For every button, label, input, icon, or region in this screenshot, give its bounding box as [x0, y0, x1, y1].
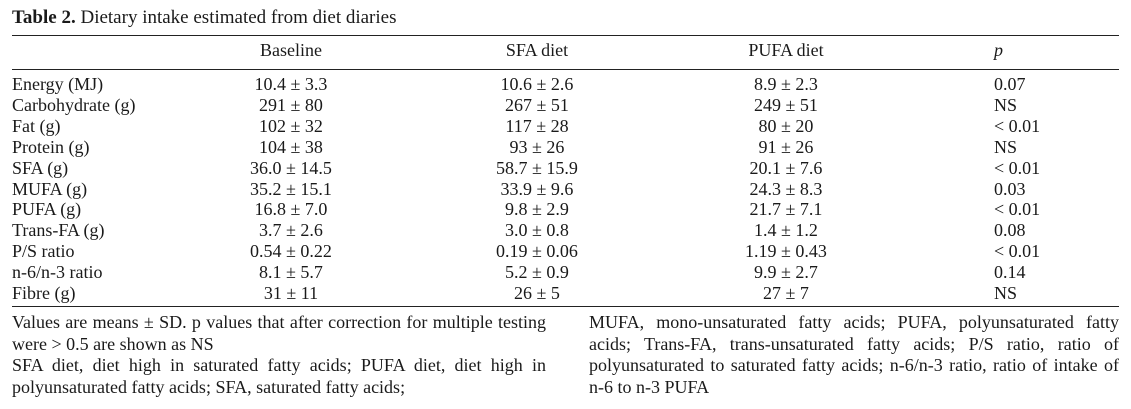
cell-baseline: 10.4 ± 3.3 — [254, 74, 328, 94]
cell-p: < 0.01 — [994, 199, 1041, 220]
header-cell-sfa-diet: SFA diet — [505, 40, 569, 60]
table-row: Fat (g) 102 ± 32 117 ± 28 80 ± 20 < 0.01 — [12, 116, 1119, 137]
row-label: Trans-FA (g) — [12, 220, 105, 241]
cell-sfa-diet: 117 ± 28 — [505, 115, 569, 136]
cell-baseline: 36.0 ± 14.5 — [250, 157, 332, 178]
cell-sfa-diet: 267 ± 51 — [505, 94, 569, 115]
table-row: Fibre (g) 31 ± 11 26 ± 5 27 ± 7 NS — [12, 283, 1119, 304]
table-row: SFA (g) 36.0 ± 14.5 58.7 ± 15.9 20.1 ± 7.6 <… — [12, 158, 1119, 179]
row-label: Protein (g) — [12, 136, 90, 157]
row-label: Fibre (g) — [12, 283, 76, 303]
table-caption: Table 2. Dietary intake estimated from d… — [12, 6, 397, 30]
header-cell-pufa-diet: PUFA diet — [748, 40, 824, 60]
table-label: Table 2. — [12, 7, 76, 28]
row-label: Fat (g) — [12, 115, 61, 136]
cell-sfa-diet: 58.7 ± 15.9 — [496, 157, 578, 178]
row-label: PUFA (g) — [12, 199, 82, 220]
cell-p: NS — [994, 136, 1018, 157]
cell-p: < 0.01 — [994, 115, 1041, 136]
table-row: MUFA (g) 35.2 ± 15.1 33.9 ± 9.6 24.3 ± 8.3 0… — [12, 179, 1119, 200]
footnote-left: Values are means ± SD. p values that aft… — [12, 312, 546, 398]
table-row: Energy (MJ) 10.4 ± 3.3 10.6 ± 2.6 8.9 ± 2.3… — [12, 74, 1119, 95]
cell-pufa-diet: 9.9 ± 2.7 — [754, 262, 818, 283]
cell-pufa-diet: 20.1 ± 7.6 — [749, 157, 823, 178]
table-row: Carbohydrate (g) 291 ± 80 267 ± 51 249 ± 51… — [12, 95, 1119, 116]
cell-pufa-diet: 80 ± 20 — [758, 115, 814, 136]
cell-p: 0.08 — [994, 220, 1026, 241]
table-row: Protein (g) 104 ± 38 93 ± 26 91 ± 26 NS — [12, 137, 1119, 158]
cell-p: < 0.01 — [994, 241, 1041, 262]
cell-pufa-diet: 8.9 ± 2.3 — [754, 74, 818, 94]
cell-sfa-diet: 33.9 ± 9.6 — [500, 178, 574, 199]
header-rule — [12, 69, 1119, 70]
cell-sfa-diet: 5.2 ± 0.9 — [505, 262, 569, 283]
row-label: P/S ratio — [12, 241, 75, 262]
row-label: SFA (g) — [12, 157, 69, 178]
cell-p: NS — [994, 94, 1018, 115]
table-row: P/S ratio 0.54 ± 0.22 0.19 ± 0.06 1.19 ± 0.… — [12, 241, 1119, 262]
cell-baseline: 31 ± 11 — [263, 283, 319, 303]
row-label: Carbohydrate (g) — [12, 94, 136, 115]
cell-sfa-diet: 26 ± 5 — [514, 283, 560, 303]
cell-baseline: 8.1 ± 5.7 — [259, 262, 323, 283]
cell-pufa-diet: 27 ± 7 — [763, 283, 809, 303]
footnote-right: MUFA, mono-unsaturated fatty acids; PUFA… — [589, 312, 1119, 398]
top-rule — [12, 35, 1119, 36]
row-label: n-6/n-3 ratio — [12, 262, 103, 283]
cell-pufa-diet: 1.19 ± 0.43 — [745, 241, 827, 262]
bottom-rule — [12, 306, 1119, 307]
cell-baseline: 16.8 ± 7.0 — [254, 199, 328, 220]
cell-baseline: 3.7 ± 2.6 — [259, 220, 323, 241]
cell-baseline: 0.54 ± 0.22 — [250, 241, 332, 262]
row-label: MUFA (g) — [12, 178, 88, 199]
cell-sfa-diet: 0.19 ± 0.06 — [496, 241, 578, 262]
header-cell-baseline: Baseline — [260, 40, 322, 60]
cell-p: < 0.01 — [994, 157, 1041, 178]
footnote-values: Values are means ± SD. p values that aft… — [12, 312, 546, 354]
cell-sfa-diet: 93 ± 26 — [509, 136, 565, 157]
table-header-row: Baseline SFA diet PUFA diet p — [12, 40, 1119, 61]
cell-p: 0.14 — [994, 262, 1026, 283]
cell-baseline: 104 ± 38 — [259, 136, 323, 157]
cell-sfa-diet: 10.6 ± 2.6 — [500, 74, 574, 94]
table-title: Dietary intake estimated from diet diari… — [80, 7, 397, 28]
cell-pufa-diet: 91 ± 26 — [758, 136, 814, 157]
cell-pufa-diet: 24.3 ± 8.3 — [749, 178, 823, 199]
table-row: n-6/n-3 ratio 8.1 ± 5.7 5.2 ± 0.9 9.9 ± 2.7… — [12, 262, 1119, 283]
header-cell-p: p — [994, 40, 1003, 60]
table-row: Trans-FA (g) 3.7 ± 2.6 3.0 ± 0.8 1.4 ± 1.2 0… — [12, 220, 1119, 241]
table-row: PUFA (g) 16.8 ± 7.0 9.8 ± 2.9 21.7 ± 7.1 < 0… — [12, 199, 1119, 220]
cell-baseline: 291 ± 80 — [259, 94, 323, 115]
footnote-abbreviations-a: SFA diet, diet high in saturated fatty a… — [12, 355, 546, 397]
footnote-abbreviations-b: MUFA, mono-unsaturated fatty acids; PUFA… — [589, 312, 1119, 397]
cell-pufa-diet: 1.4 ± 1.2 — [754, 220, 818, 241]
cell-p: 0.03 — [994, 178, 1026, 199]
cell-p: NS — [994, 283, 1018, 303]
row-label: Energy (MJ) — [12, 74, 104, 94]
cell-baseline: 35.2 ± 15.1 — [250, 178, 332, 199]
cell-baseline: 102 ± 32 — [259, 115, 323, 136]
cell-pufa-diet: 249 ± 51 — [754, 94, 818, 115]
cell-p: 0.07 — [994, 74, 1026, 94]
cell-sfa-diet: 3.0 ± 0.8 — [505, 220, 569, 241]
cell-pufa-diet: 21.7 ± 7.1 — [749, 199, 823, 220]
cell-sfa-diet: 9.8 ± 2.9 — [505, 199, 569, 220]
